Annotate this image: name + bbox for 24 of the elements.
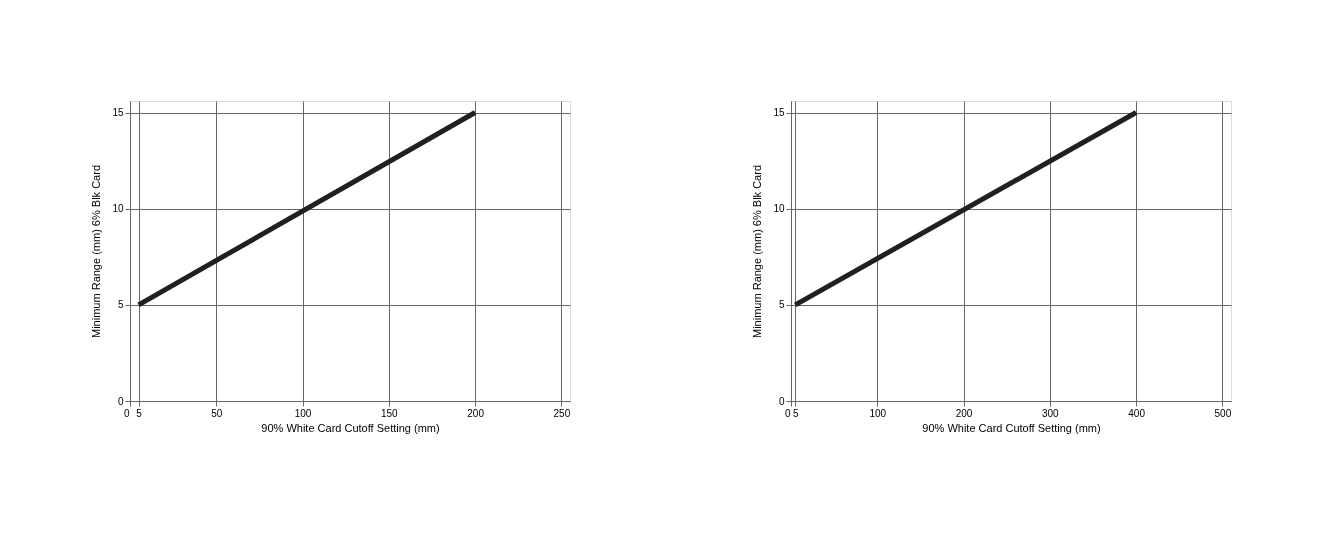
- x-tick-label: 5: [793, 407, 800, 419]
- x-axis-title: 90% White Card Cutoff Setting (mm): [922, 421, 1101, 434]
- y-tick-label: 0: [117, 395, 124, 407]
- x-tick-label: 400: [1128, 407, 1146, 419]
- x-tick-label: 200: [955, 407, 973, 419]
- y-tick-label: 10: [112, 203, 124, 215]
- x-axis-title: 90% White Card Cutoff Setting (mm): [261, 421, 440, 434]
- y-tick-label: 0: [778, 395, 785, 407]
- y-axis-title: Minimum Range (mm) 6% Blk Card: [90, 165, 103, 338]
- x-tick-label: 150: [380, 407, 399, 419]
- x-tick-label: 5: [136, 407, 143, 419]
- y-axis-title: Minimum Range (mm) 6% Blk Card: [751, 165, 764, 338]
- y-tick-label: 10: [773, 203, 785, 215]
- x-tick-label: 500: [1214, 407, 1232, 419]
- x-tick-label: 50: [211, 407, 223, 419]
- x-tick-label: 300: [1041, 407, 1060, 419]
- y-tick-label: 5: [117, 299, 124, 311]
- y-tick-label: 15: [112, 107, 124, 119]
- y-tick-label: 15: [773, 107, 785, 119]
- x-tick-label: 200: [467, 407, 485, 419]
- y-tick-label: 5: [778, 299, 785, 311]
- x-tick-label: 250: [553, 407, 571, 419]
- x-tick-label: 100: [869, 407, 887, 419]
- x-tick-label: 100: [294, 407, 312, 419]
